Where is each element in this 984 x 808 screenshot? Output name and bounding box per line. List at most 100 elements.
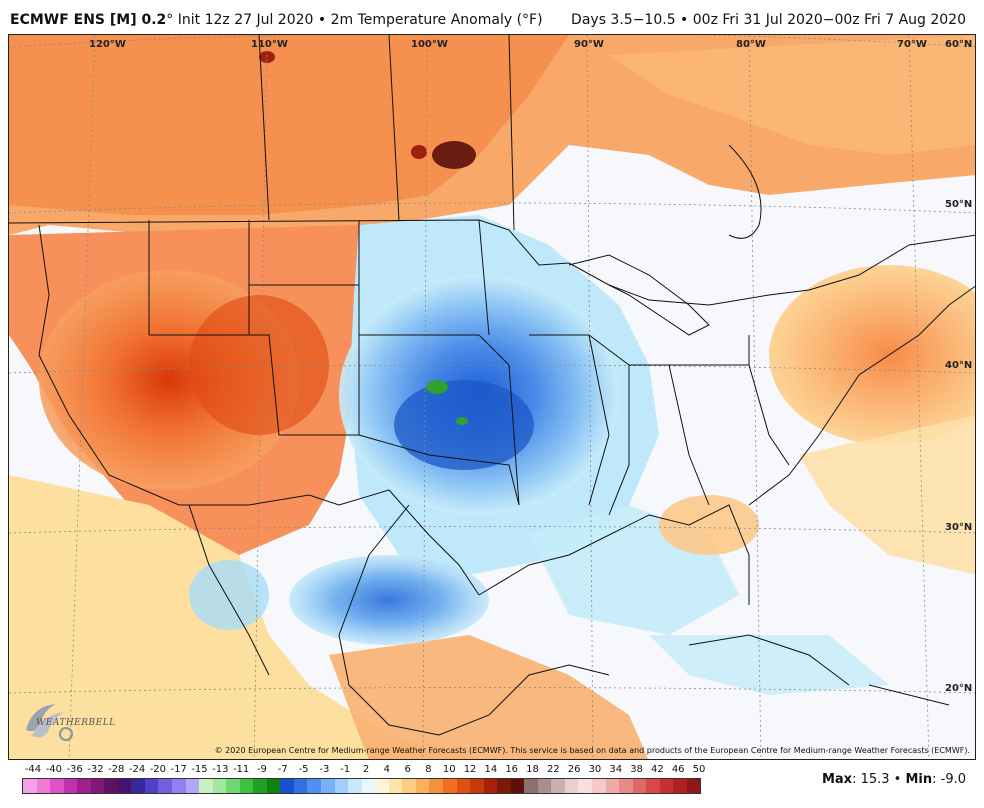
lat-label-60: 60°N — [945, 39, 973, 50]
colorbar-swatch — [23, 779, 37, 793]
lon-line-90 — [586, 35, 594, 759]
colorbar-tick-label: 42 — [651, 764, 664, 775]
canada-max-anomaly — [432, 141, 476, 169]
us-mexico-border — [38, 224, 480, 596]
colorbar-tick-label: 50 — [692, 764, 706, 775]
header: ECMWF ENS [M] 0.2° Init 12z 27 Jul 2020 … — [0, 0, 984, 34]
init-text: Init 12z 27 Jul 2020 • 2m Temperature An… — [173, 12, 543, 28]
colorbar-swatch — [226, 779, 240, 793]
colorbar-swatch — [524, 779, 538, 793]
colorbar-swatch — [50, 779, 64, 793]
copyright-notice: © 2020 European Centre for Medium-range … — [214, 746, 970, 755]
graticule — [9, 35, 975, 759]
eastern-canada-warm — [609, 35, 975, 155]
colorbar-swatch — [280, 779, 294, 793]
northeast-warm-region — [769, 265, 975, 445]
plains-cold-center — [394, 380, 534, 470]
colorbar-swatch — [442, 779, 457, 793]
map-frame: 120°W 110°W 100°W 90°W 80°W 70°W 60°N 50… — [8, 34, 976, 760]
lat-label-20: 20°N — [945, 683, 973, 694]
colorbar-tick-label: -1 — [340, 764, 351, 775]
colorbar-swatch — [63, 779, 78, 793]
colorbar-tick-label: -11 — [232, 764, 250, 775]
colorbar-swatch — [321, 779, 335, 793]
baja-cool-region — [189, 560, 269, 630]
lon-label-90: 90°W — [574, 39, 604, 50]
lat-line-20 — [9, 687, 975, 694]
colorbar-swatch — [591, 779, 606, 793]
colorbar-swatch — [266, 779, 281, 793]
colorbar-swatch — [659, 779, 674, 793]
colorbar-tick-label: 26 — [567, 764, 581, 775]
colorbar-swatch — [199, 779, 213, 793]
colorbar-swatch — [253, 779, 267, 793]
colorbar-swatch — [429, 779, 443, 793]
state-borders — [148, 219, 790, 516]
weatherbell-logo-icon — [26, 704, 73, 741]
min-value: : -9.0 — [932, 772, 966, 787]
mexico-warm-region — [329, 635, 649, 759]
colorbar-swatch — [551, 779, 565, 793]
colorbar — [22, 778, 702, 794]
colorbar-tick-label: 12 — [463, 764, 477, 775]
colorbar-tick-label: -32 — [87, 764, 104, 775]
colorbar-swatch — [185, 779, 200, 793]
colorbar-tick-label: -17 — [170, 764, 187, 775]
colorbar-swatch — [77, 779, 91, 793]
colorbar-swatch — [36, 779, 51, 793]
colorbar-swatch — [212, 779, 227, 793]
min-anomaly-patch — [426, 380, 448, 394]
colorbar-tick-label: -3 — [319, 764, 330, 775]
colorbar-tick-label: -40 — [45, 764, 62, 775]
colorbar-swatch — [131, 779, 145, 793]
lon-line-110 — [253, 35, 268, 759]
colorbar-swatch — [415, 779, 430, 793]
lat-label-50: 50°N — [945, 199, 973, 210]
colorbar-tick-label: 38 — [630, 764, 643, 775]
colorbar-swatch — [483, 779, 498, 793]
atlantic-coast — [748, 285, 975, 506]
colorbar-tick-label: 22 — [546, 764, 560, 775]
colorbar-swatch — [239, 779, 254, 793]
lon-label-110: 110°W — [251, 39, 288, 50]
chart-title: ECMWF ENS [M] 0.2° Init 12z 27 Jul 2020 … — [10, 12, 543, 28]
colorbar-tick-label: -13 — [212, 764, 229, 775]
political-borders — [9, 35, 975, 736]
colorbar-swatch — [117, 779, 132, 793]
colorbar-tick-label: -24 — [128, 764, 146, 775]
colorbar-swatch — [334, 779, 349, 793]
colorbar-swatch — [619, 779, 633, 793]
atlantic-warm-region — [799, 415, 975, 575]
lon-label-100: 100°W — [411, 39, 448, 50]
colorbar-tick-label: 14 — [484, 764, 498, 775]
colorbar-swatch — [158, 779, 173, 793]
colorbar-tick-label: -20 — [149, 764, 167, 775]
lon-line-80 — [748, 35, 762, 759]
lon-line-100 — [422, 35, 428, 759]
colorbar-tick-label: 46 — [671, 764, 685, 775]
colorbar-tick-label: -28 — [108, 764, 125, 775]
colorbar-swatch — [402, 779, 416, 793]
colorbar-swatch — [470, 779, 484, 793]
canada-hot-core — [9, 35, 569, 215]
colorbar-tick-label: 2 — [362, 764, 370, 775]
valid-period: Days 3.5−10.5 • 00z Fri 31 Jul 2020−00z … — [571, 12, 966, 28]
colorbar-tick-label: -36 — [66, 764, 83, 775]
colorbar-swatch — [361, 779, 376, 793]
canada-hotspot — [411, 145, 427, 159]
colorbar-tick-label: -44 — [24, 764, 42, 775]
max-label: Max — [821, 772, 853, 787]
colorbar-swatch — [564, 779, 579, 793]
hudson-bay-coast — [728, 144, 762, 239]
colorbar-swatch — [293, 779, 308, 793]
lat-label-40: 40°N — [945, 360, 973, 371]
mexico-cold-region — [289, 555, 489, 645]
colorbar-swatch — [605, 779, 620, 793]
colorbar-swatch — [90, 779, 105, 793]
colorbar-swatch — [537, 779, 552, 793]
colorbar-tick-label: 16 — [505, 764, 519, 775]
min-anomaly-patch-2 — [456, 417, 468, 425]
colorbar-swatch — [673, 779, 687, 793]
colorbar-swatch — [578, 779, 592, 793]
colorbar-tick-label: 10 — [442, 764, 456, 775]
